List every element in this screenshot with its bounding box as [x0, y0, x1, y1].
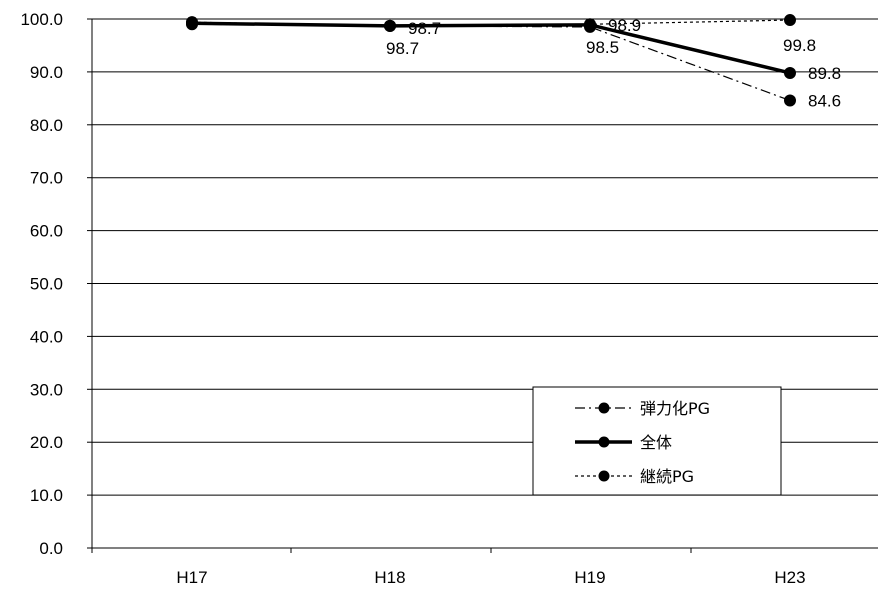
legend-marker [598, 402, 610, 414]
data-label: 98.5 [586, 38, 619, 57]
y-tick-label: 50.0 [30, 275, 63, 294]
y-tick-labels: 0.0 10.0 20.0 30.0 40.0 50.0 60.0 70.0 80.0 90.0 1… [20, 10, 63, 558]
series-line [191, 23, 791, 102]
x-tick-label: H23 [774, 568, 805, 587]
data-label: 98.7 [386, 39, 419, 58]
series-line [191, 19, 791, 27]
legend-marker [598, 470, 610, 482]
y-tick-label: 10.0 [30, 486, 63, 505]
data-point [584, 18, 596, 31]
data-label: 89.8 [808, 64, 841, 83]
legend-box [532, 386, 782, 496]
legend-label: 全体 [640, 433, 672, 452]
data-point [384, 19, 396, 32]
y-tick-label: 60.0 [30, 222, 63, 241]
data-label: 98.7 [408, 19, 441, 38]
data-label: 99.8 [783, 36, 816, 55]
legend-marker [598, 436, 610, 448]
data-point [186, 16, 198, 29]
gridlines [92, 18, 878, 496]
data-labels: 98.798.7 98.9 98.5 99.8 89.8 84.6 [386, 16, 841, 111]
data-point [784, 14, 796, 27]
x-tick-label: H19 [574, 568, 605, 587]
x-tick-label: H18 [374, 568, 405, 587]
y-tick-label: 90.0 [30, 63, 63, 82]
legend-label: 継続PG [640, 467, 694, 486]
data-point [784, 66, 796, 79]
y-tick-label: 0.0 [39, 539, 63, 558]
axes [87, 18, 878, 553]
data-label: 98.9 [608, 16, 641, 35]
x-tick-label: H17 [176, 568, 207, 587]
y-tick-label: 40.0 [30, 327, 63, 346]
x-tick-labels: H17 H18 H19 H23 [176, 568, 805, 587]
y-tick-label: 80.0 [30, 116, 63, 135]
data-point [784, 94, 796, 107]
series-group [186, 14, 796, 107]
y-tick-label: 30.0 [30, 380, 63, 399]
y-tick-label: 70.0 [30, 169, 63, 188]
series-line [191, 21, 791, 75]
y-tick-label: 20.0 [30, 433, 63, 452]
legend-label: 弾力化PG [640, 399, 710, 418]
data-label: 84.6 [808, 91, 841, 110]
y-tick-label: 100.0 [20, 10, 63, 29]
